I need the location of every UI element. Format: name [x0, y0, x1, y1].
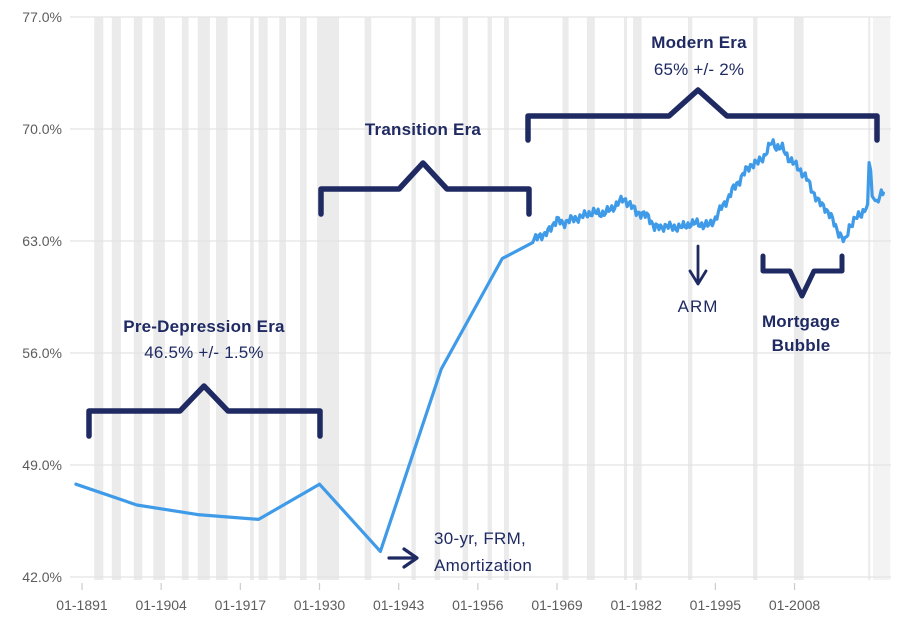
recession-band [258, 17, 268, 580]
recession-band [94, 17, 104, 580]
recession-band [586, 17, 595, 580]
pre-depression-brace [86, 383, 323, 439]
recession-band [688, 17, 693, 580]
x-tick-label: 01-1930 [293, 597, 346, 613]
pre-depression-era-value: 46.5% +/- 1.5% [144, 343, 264, 362]
recession-band [487, 17, 492, 580]
recession-band [216, 17, 228, 580]
recession-band [462, 17, 469, 580]
recession-band [111, 17, 121, 580]
recession-band [624, 17, 627, 580]
modern-era-title: Modern Era [651, 33, 747, 52]
y-tick-label: 49.0% [22, 457, 62, 473]
recession-band [317, 17, 339, 580]
recession-band [753, 17, 758, 580]
recession-band [504, 17, 509, 580]
y-tick-label: 63.0% [22, 233, 62, 249]
recession-band [133, 17, 143, 580]
arm-down-arrow-icon [688, 244, 708, 286]
x-tick-label: 01-1956 [452, 597, 504, 613]
recession-band [364, 17, 372, 580]
mortgage-bubble-label: Mortgage Bubble [736, 310, 866, 358]
recession-band [300, 17, 307, 580]
homeownership-rate-line [74, 138, 885, 553]
origination-label: 30-yr, FRM, Amortization [434, 525, 614, 579]
recession-band [434, 17, 441, 580]
origination-right-arrow-icon [387, 547, 419, 569]
recession-band [153, 17, 165, 580]
mortgage-bubble-line2: Bubble [771, 336, 831, 355]
pre-depression-era-title: Pre-Depression Era [123, 317, 285, 336]
modern-era-value: 65% +/- 2% [653, 60, 745, 79]
recession-band [411, 17, 416, 580]
recession-band [181, 17, 189, 580]
x-tick-label: 01-1891 [56, 597, 108, 613]
modern-brace [525, 87, 880, 143]
edge-band [873, 17, 891, 580]
recession-band [793, 17, 804, 580]
y-tick-label: 77.0% [22, 9, 62, 25]
recession-band [250, 17, 254, 580]
recession-band [562, 17, 569, 580]
y-tick-label: 42.0% [22, 569, 62, 585]
recession-band [197, 17, 210, 580]
x-tick-label: 01-1904 [135, 597, 187, 613]
transition-brace [318, 160, 532, 217]
x-tick-label: 01-2008 [768, 597, 821, 613]
origination-line1: 30-yr, FRM, [434, 529, 527, 548]
arm-label: ARM [677, 297, 719, 316]
recession-band [279, 17, 286, 580]
mortgage-bubble-line1: Mortgage [761, 312, 841, 331]
transition-era-title: Transition Era [364, 120, 482, 139]
x-tick-label: 01-1982 [610, 597, 662, 613]
recession-band [633, 17, 642, 580]
recession-band [868, 17, 871, 580]
x-tick-label: 01-1969 [531, 597, 583, 613]
origination-line2: Amortization [434, 556, 533, 575]
y-tick-label: 70.0% [22, 121, 62, 137]
x-tick-label: 01-1943 [372, 597, 425, 613]
x-tick-label: 01-1917 [214, 597, 267, 613]
mortgage-bubble-brace [760, 253, 845, 299]
x-tick-label: 01-1995 [689, 597, 742, 613]
y-tick-label: 56.0% [22, 345, 62, 361]
